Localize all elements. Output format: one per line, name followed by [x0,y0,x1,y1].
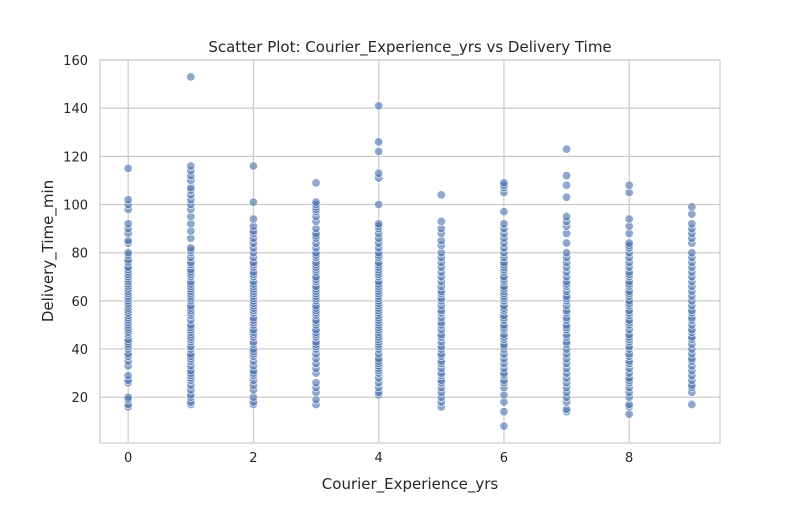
data-point [499,219,509,229]
data-point [248,197,258,207]
chart-title: Scatter Plot: Courier_Experience_yrs vs … [208,38,611,57]
data-point [374,200,384,210]
y-tick-label: 160 [63,54,88,69]
data-point [186,161,196,171]
data-point [123,219,133,229]
data-point [311,178,321,188]
x-tick-label: 4 [375,451,383,466]
data-point [687,399,697,409]
data-point [311,378,321,388]
y-tick-label: 100 [63,199,88,214]
y-tick-label: 40 [71,343,88,358]
data-point [436,190,446,200]
x-tick-label: 0 [124,451,132,466]
data-point [562,238,572,248]
data-point [374,101,384,111]
y-tick-label: 80 [71,247,88,262]
data-point [186,72,196,82]
data-point [499,207,509,217]
data-point [374,147,384,157]
data-point [123,248,133,258]
data-point [624,214,634,224]
data-point [248,214,258,224]
data-point [624,238,634,248]
y-tick-label: 120 [63,150,88,165]
data-point [248,161,258,171]
data-point [687,202,697,212]
data-point [562,248,572,258]
tick-labels: 0 2 4 6 8 20 40 60 80 100 120 140 160 [63,54,633,466]
plot-frame [99,59,721,444]
x-axis-title: Courier_Experience_yrs [322,475,499,494]
data-point [374,137,384,147]
data-points [123,72,697,431]
y-tick-label: 20 [71,391,88,406]
data-point [123,392,133,402]
data-point [186,243,196,253]
x-tick-label: 6 [500,451,508,466]
data-point [123,195,133,205]
data-point [499,407,509,417]
data-point [562,144,572,154]
data-point [311,197,321,207]
data-point [562,171,572,181]
data-point [374,219,384,229]
y-tick-label: 60 [71,295,88,310]
data-point [624,180,634,190]
data-point [562,192,572,202]
y-tick-label: 140 [63,102,88,117]
data-point [562,212,572,222]
data-point [499,178,509,188]
data-point [499,421,509,431]
data-point [374,168,384,178]
y-axis-title: Delivery_Time_min [39,180,58,322]
data-point [123,163,133,173]
data-point [436,216,446,226]
data-point [687,219,697,229]
x-tick-label: 8 [625,451,633,466]
x-tick-label: 2 [249,451,257,466]
data-point [123,371,133,381]
data-point [562,180,572,190]
data-point [687,248,697,258]
